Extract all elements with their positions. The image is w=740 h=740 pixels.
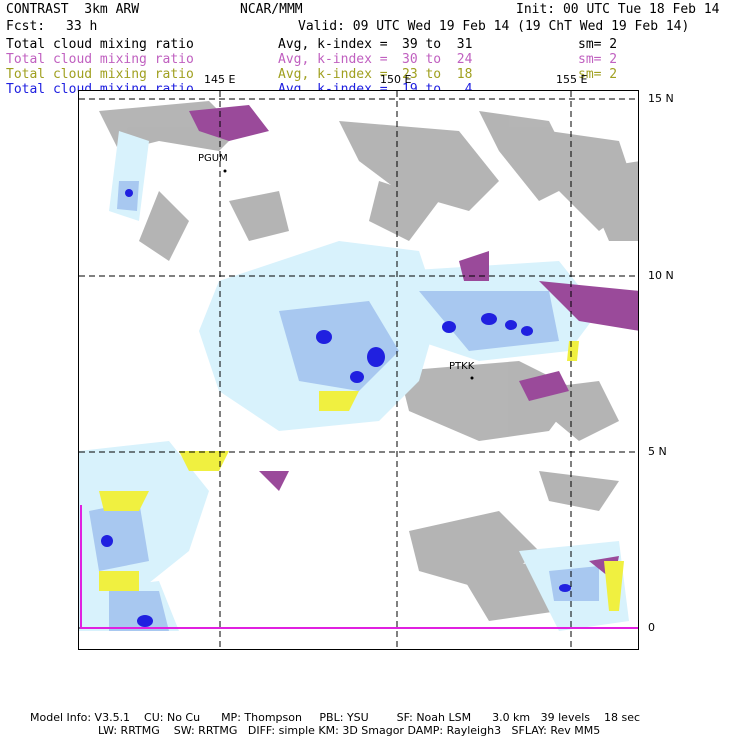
field-sm: sm= 2: [578, 67, 618, 82]
map-panel: PGUM PTKK: [78, 90, 639, 650]
domain-boundary: [80, 505, 638, 629]
lat-label-5n: 5 N: [648, 445, 667, 458]
fcst-value: 33 h: [66, 19, 98, 34]
lat-label-15n: 15 N: [648, 92, 674, 105]
gray-cloud-layer: [99, 101, 638, 621]
lon-label-150: 150 E: [380, 73, 412, 86]
field-range: 23 to 18: [402, 67, 473, 82]
valid-time: Valid: 09 UTC Wed 19 Feb 14 (19 ChT Wed …: [298, 19, 690, 34]
model-info-line1: Model Info: V3.5.1 CU: No Cu MP: Thompso…: [30, 711, 641, 724]
field-name: Total cloud mixing ratio: [6, 52, 194, 67]
station-marker: [470, 376, 474, 380]
field-sm: sm= 2: [578, 52, 618, 67]
field-name: Total cloud mixing ratio: [6, 37, 194, 52]
lon-label-155: 155 E: [556, 73, 588, 86]
purple-cloud-layer: [189, 105, 638, 581]
field-avg: Avg, k-index =: [278, 52, 388, 67]
yellow-cloud-layer: [99, 341, 624, 611]
model-title: CONTRAST 3km ARW: [6, 2, 140, 17]
station-marker: [223, 169, 227, 173]
cloud-field-map: [79, 91, 638, 649]
init-time: Init: 00 UTC Tue 18 Feb 14: [516, 2, 720, 17]
center-title: NCAR/MMM: [240, 2, 303, 17]
fcst-label: Fcst:: [6, 19, 46, 34]
station-label-ptkk: PTKK: [449, 361, 475, 372]
field-avg: Avg, k-index =: [278, 67, 388, 82]
lat-label-0: 0: [648, 621, 655, 634]
field-avg: Avg, k-index =: [278, 37, 388, 52]
field-range: 30 to 24: [402, 52, 473, 67]
deep-blue-cloud-layer: [101, 189, 571, 627]
field-range: 39 to 31: [402, 37, 473, 52]
lon-label-145: 145 E: [204, 73, 236, 86]
lat-label-10n: 10 N: [648, 269, 674, 282]
model-info-line2: LW: RRTMG SW: RRTMG DIFF: simple KM: 3D …: [98, 724, 601, 737]
field-name: Total cloud mixing ratio: [6, 67, 194, 82]
station-label-pgum: PGUM: [198, 153, 228, 164]
field-sm: sm= 2: [578, 37, 618, 52]
